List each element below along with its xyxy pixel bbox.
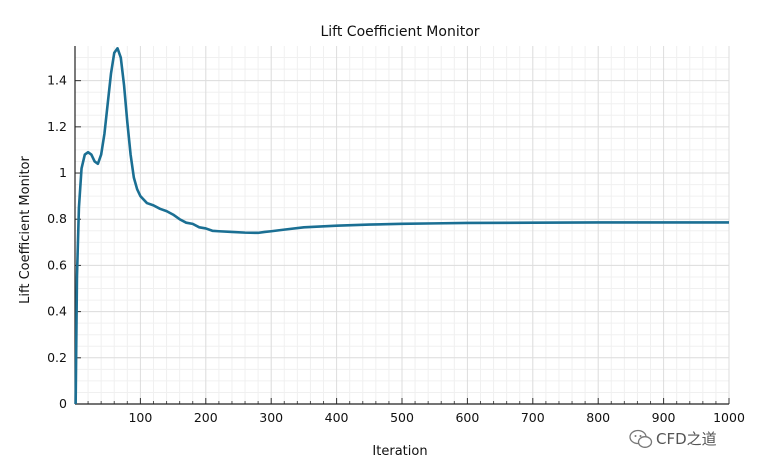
x-axis-label: Iteration xyxy=(372,444,427,459)
series-layer xyxy=(74,47,729,405)
x-tick-label: 900 xyxy=(652,410,676,425)
y-tick-label: 0 xyxy=(59,396,67,411)
tick-labels: 100 200 300 400 500 600 700 800 900 1000 0 0.2 0.4 0.… xyxy=(47,73,745,425)
y-axis-label: Lift Coefficient Monitor xyxy=(18,156,33,304)
watermark: CFD之道 xyxy=(629,429,717,448)
y-tick-label: 0.4 xyxy=(47,304,67,319)
wechat-icon xyxy=(629,429,653,448)
x-tick-label: 300 xyxy=(259,410,283,425)
y-tick-label: 1.2 xyxy=(47,119,67,134)
chart-title: Lift Coefficient Monitor xyxy=(320,24,479,40)
x-tick-label: 600 xyxy=(455,410,479,425)
y-tick-label: 0.2 xyxy=(47,350,67,365)
x-tick-label: 800 xyxy=(586,410,610,425)
x-tick-label: 500 xyxy=(390,410,414,425)
x-tick-label: 100 xyxy=(128,410,152,425)
y-tick-label: 0.8 xyxy=(47,211,67,226)
axes xyxy=(74,46,730,405)
y-tick-label: 1.4 xyxy=(47,73,67,88)
lift-coefficient-series-line xyxy=(74,47,729,405)
x-tick-label: 400 xyxy=(325,410,349,425)
x-tick-label: 700 xyxy=(521,410,545,425)
y-tick-label: 0.6 xyxy=(47,257,67,272)
x-tick-label: 1000 xyxy=(713,410,745,425)
y-tick-label: 1 xyxy=(59,165,67,180)
grid xyxy=(75,46,730,405)
watermark-text: CFD之道 xyxy=(656,430,717,448)
x-tick-label: 200 xyxy=(194,410,218,425)
